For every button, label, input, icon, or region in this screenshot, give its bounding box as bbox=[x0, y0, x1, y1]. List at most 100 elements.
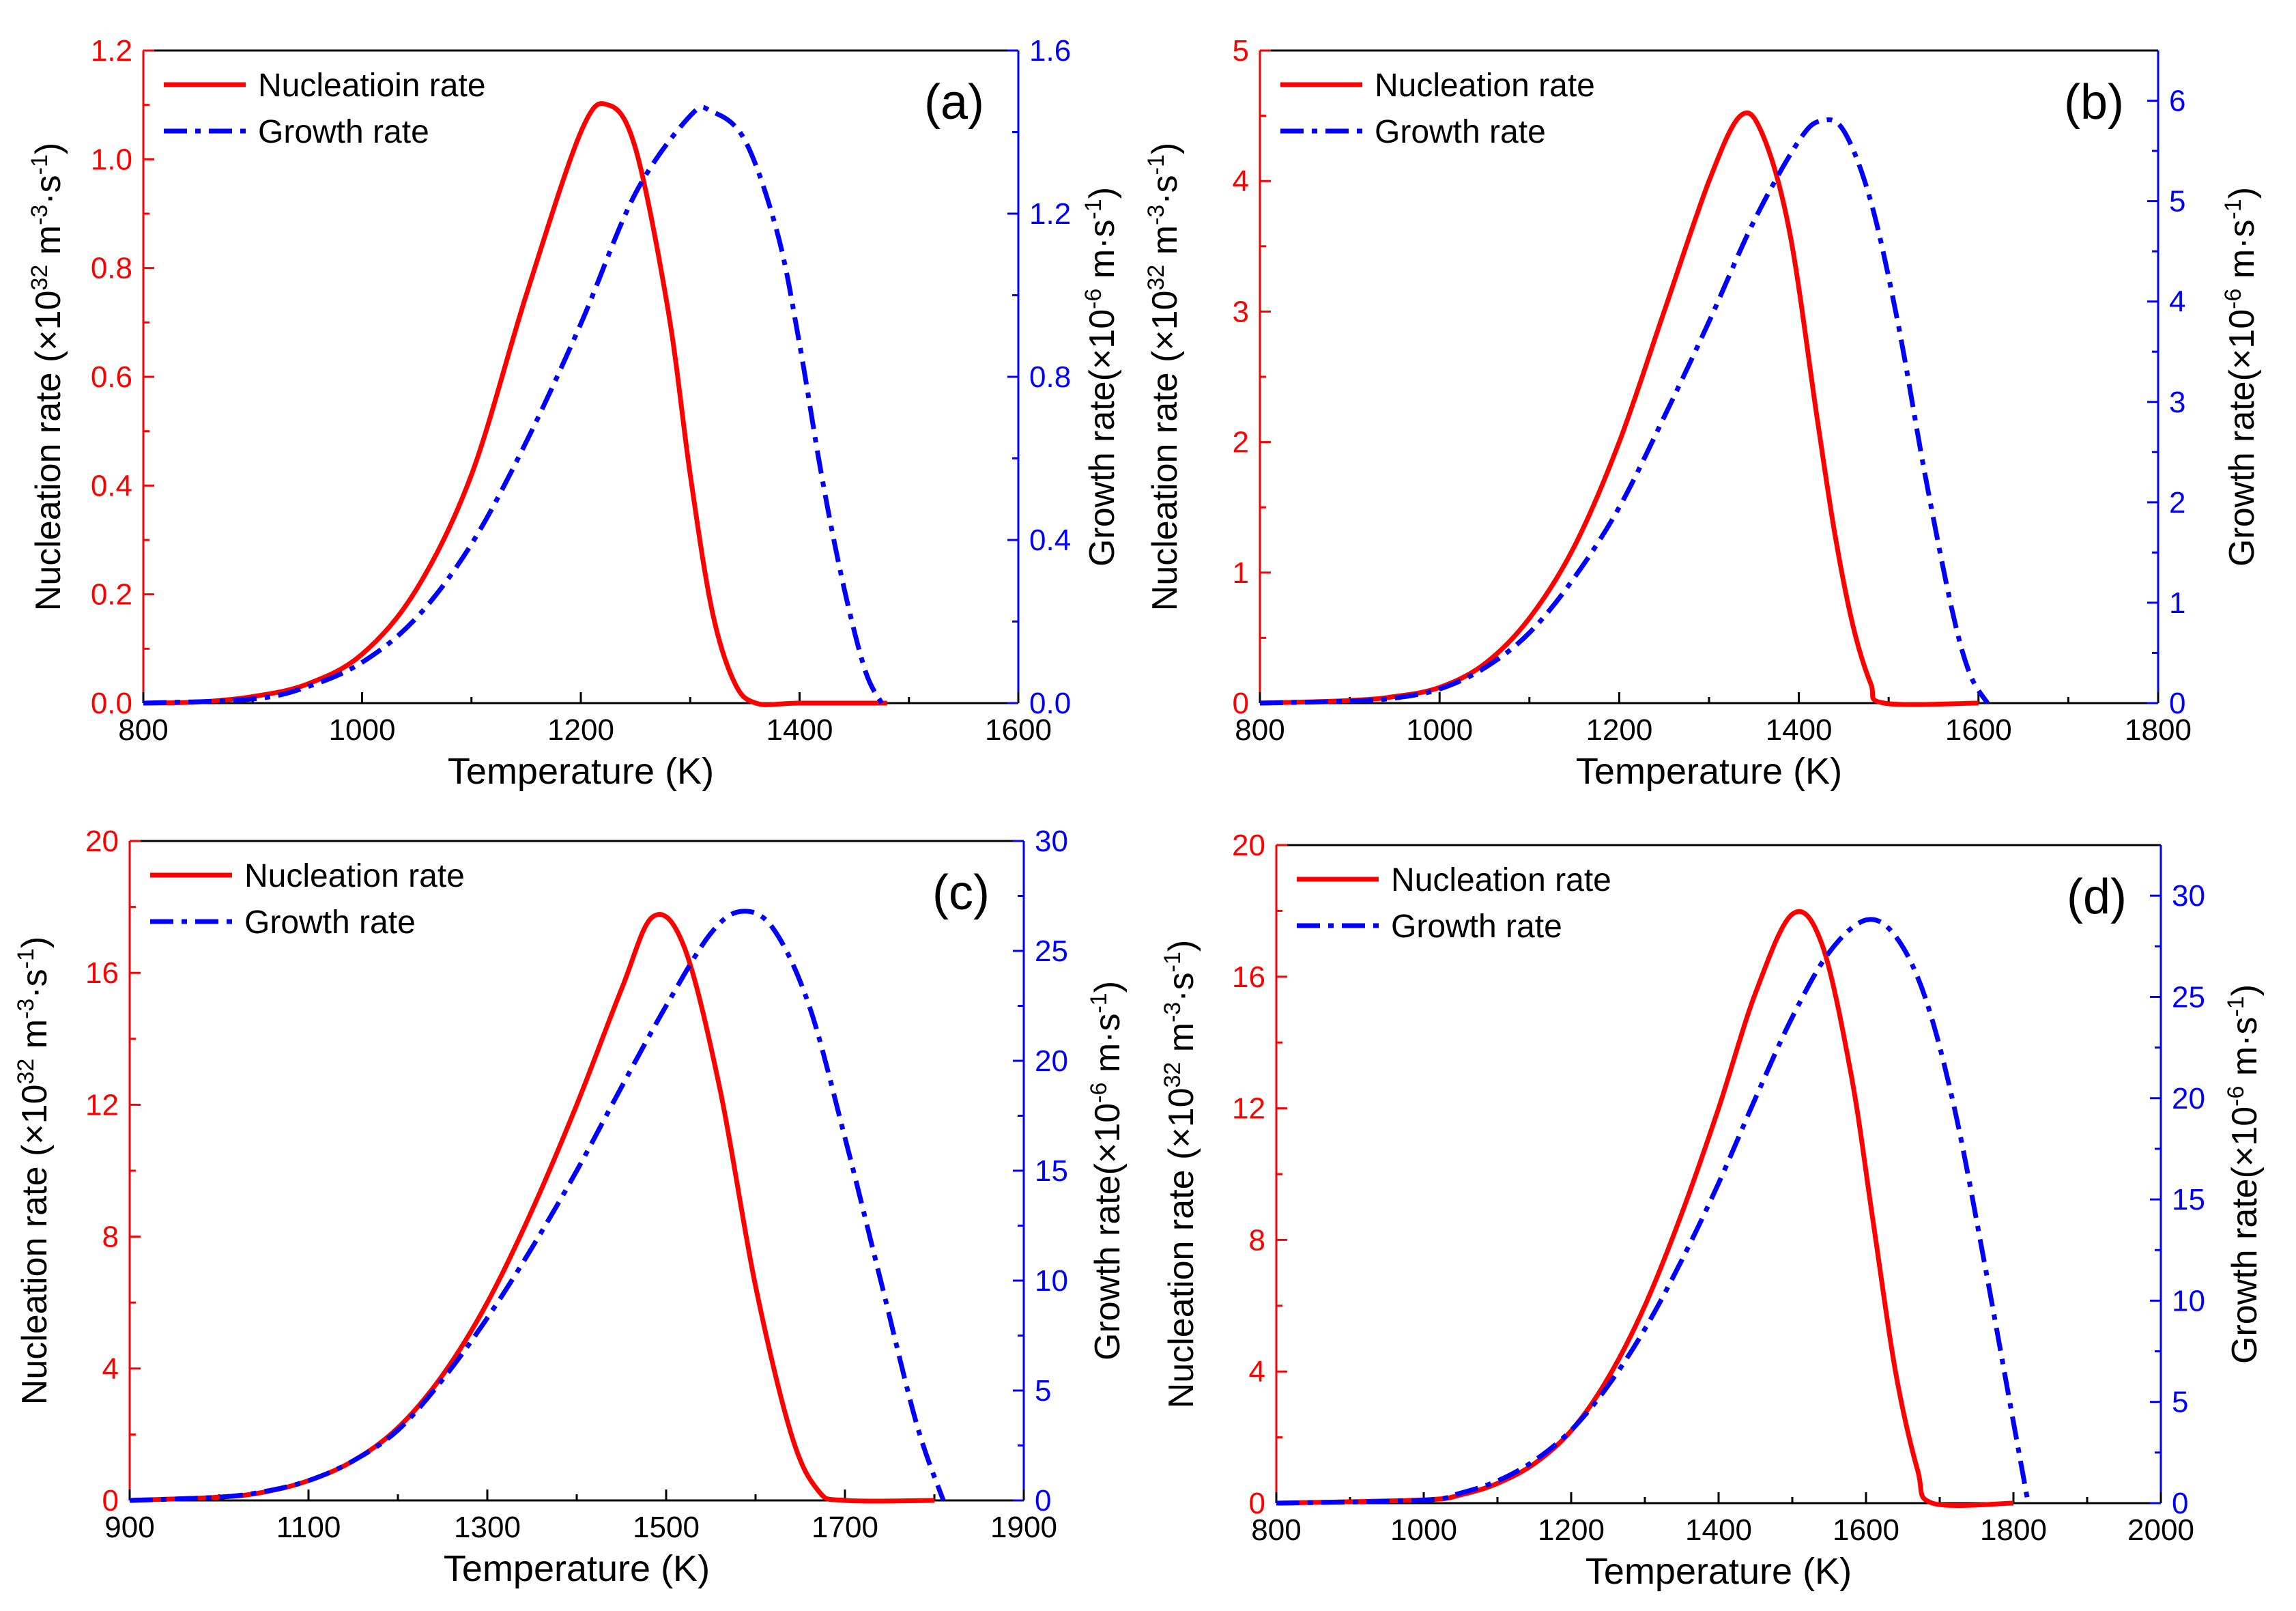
x-tick-label: 1500 bbox=[633, 1511, 700, 1544]
right-y-tick-label: 25 bbox=[1035, 935, 1068, 968]
panel-a: 800 1000 1200 1400 16000.00.20.40.60.81.01.2… bbox=[27, 34, 1122, 792]
left-y-tick-label: 0.4 bbox=[91, 469, 132, 502]
left-y-tick-label: 0 bbox=[1233, 687, 1249, 720]
x-tick-label: 800 bbox=[1251, 1513, 1301, 1547]
right-y-tick-label: 0 bbox=[2172, 1487, 2188, 1520]
left-y-axis-title-part: ) bbox=[1162, 940, 1201, 952]
x-tick-label: 1000 bbox=[1390, 1513, 1457, 1547]
legend-label-growth: Growth rate bbox=[258, 114, 429, 150]
left-y-tick-label: 20 bbox=[1232, 829, 1265, 862]
panel-b: 800 1000 1200 1400 1600 18000123450123456Temp… bbox=[1143, 34, 2262, 792]
left-y-tick-label: 2 bbox=[1233, 426, 1249, 459]
left-y-axis-title-part: ·s bbox=[15, 969, 55, 998]
left-y-axis-title: Nucleation rate (×1032 m-3·s-1) bbox=[13, 937, 55, 1405]
legend-label-growth: Growth rate bbox=[1391, 909, 1562, 945]
left-y-tick-label: 1.2 bbox=[91, 34, 132, 68]
x-tick-label: 1800 bbox=[1980, 1513, 2047, 1547]
x-tick-label: 1900 bbox=[990, 1511, 1057, 1544]
right-y-axis-title: Growth rate(×10-6 m·s-1) bbox=[1080, 187, 1122, 567]
left-y-tick-label: 0.2 bbox=[91, 578, 132, 612]
left-y-tick-label: 4 bbox=[102, 1352, 119, 1386]
left-y-tick-label: 1 bbox=[1233, 556, 1249, 590]
right-y-axis-title-part: ) bbox=[2225, 984, 2265, 996]
left-y-axis-title-part: 32 bbox=[1160, 1062, 1186, 1088]
right-y-tick-label: 15 bbox=[1035, 1154, 1068, 1188]
right-y-tick-label: 0 bbox=[2169, 687, 2185, 720]
right-y-tick-label: 0.8 bbox=[1029, 360, 1071, 394]
legend-label-nucleation: Nucleation rate bbox=[1391, 862, 1611, 898]
left-y-axis-title: Nucleation rate (×1032 m-3·s-1) bbox=[27, 143, 68, 611]
left-y-axis-title-part: -1 bbox=[27, 154, 53, 175]
left-y-tick-label: 0 bbox=[1249, 1487, 1265, 1520]
right-y-axis-title-part: ) bbox=[1082, 187, 1122, 199]
left-y-tick-label: 16 bbox=[1232, 960, 1265, 994]
x-tick-label: 2000 bbox=[2127, 1513, 2194, 1547]
panel-label: (c) bbox=[932, 866, 990, 920]
left-y-tick-label: 4 bbox=[1233, 165, 1249, 198]
right-y-tick-label: 15 bbox=[2172, 1183, 2205, 1216]
x-axis-title: Temperature (K) bbox=[448, 751, 714, 792]
right-y-axis-title-part: Growth rate(×10 bbox=[2222, 309, 2262, 567]
left-y-axis-title-part: ) bbox=[1145, 143, 1185, 154]
left-y-tick-label: 4 bbox=[1249, 1355, 1265, 1388]
x-tick-label: 1200 bbox=[1585, 713, 1652, 747]
right-y-tick-label: 2 bbox=[2169, 486, 2185, 519]
right-y-tick-label: 0.0 bbox=[1029, 687, 1071, 720]
x-tick-label: 1600 bbox=[985, 713, 1052, 747]
panel-d: 800 1000 1200 1400 1600 1800 20000481216200510… bbox=[1160, 829, 2265, 1592]
right-y-axis-title-part: -6 bbox=[1080, 289, 1106, 309]
left-y-tick-label: 8 bbox=[102, 1221, 119, 1254]
left-y-tick-label: 0.8 bbox=[91, 252, 132, 285]
left-y-tick-label: 0.0 bbox=[91, 687, 132, 720]
right-y-tick-label: 1.2 bbox=[1029, 197, 1071, 231]
right-y-axis-title-part: m·s bbox=[1082, 220, 1122, 289]
right-y-axis-title-part: ) bbox=[2222, 187, 2262, 199]
left-y-tick-label: 5 bbox=[1233, 34, 1249, 68]
x-tick-label: 800 bbox=[118, 713, 168, 747]
growth-rate-line bbox=[143, 104, 884, 706]
legend-label-growth: Growth rate bbox=[1375, 114, 1546, 150]
x-tick-label: 1000 bbox=[1406, 713, 1473, 747]
left-y-axis-title-part: Nucleation rate (×10 bbox=[29, 290, 68, 611]
nucleation-rate-line bbox=[143, 101, 887, 707]
growth-rate-line bbox=[1276, 917, 2031, 1506]
x-tick-label: 1800 bbox=[2125, 713, 2192, 747]
left-y-axis-title-part: Nucleation rate (×10 bbox=[1145, 290, 1185, 611]
x-tick-label: 1300 bbox=[454, 1511, 521, 1544]
right-y-tick-label: 10 bbox=[2172, 1284, 2205, 1317]
panel-c: 900 1100 1300 1500 1700 190004812162005101520… bbox=[13, 825, 1128, 1589]
x-tick-label: 1600 bbox=[1945, 713, 2012, 747]
nucleation-rate-line bbox=[1259, 110, 1979, 707]
left-y-tick-label: 12 bbox=[85, 1088, 119, 1122]
x-tick-label: 1600 bbox=[1833, 1513, 1899, 1547]
x-tick-label: 1400 bbox=[1766, 713, 1833, 747]
right-y-axis-title-part: -1 bbox=[2223, 996, 2249, 1016]
legend-label-nucleation: Nucleation rate bbox=[244, 858, 465, 894]
right-y-tick-label: 20 bbox=[1035, 1044, 1068, 1078]
right-y-axis-title-part: -1 bbox=[2220, 199, 2246, 219]
right-y-axis-title-part: -1 bbox=[1080, 199, 1106, 219]
x-tick-label: 900 bbox=[104, 1511, 154, 1544]
growth-rate-line bbox=[1259, 117, 1990, 706]
right-y-axis-title-part: Growth rate(×10 bbox=[2225, 1107, 2265, 1364]
x-tick-label: 1200 bbox=[1538, 1513, 1605, 1547]
right-y-tick-label: 1.6 bbox=[1029, 34, 1071, 68]
panel-label: (b) bbox=[2064, 75, 2124, 130]
nucleation-rate-line bbox=[1276, 909, 2014, 1509]
x-tick-label: 1100 bbox=[276, 1511, 341, 1544]
right-y-tick-label: 30 bbox=[2172, 879, 2205, 913]
right-y-tick-label: 25 bbox=[2172, 980, 2205, 1014]
right-y-tick-label: 3 bbox=[2169, 386, 2185, 419]
right-y-tick-label: 30 bbox=[1035, 825, 1068, 858]
left-y-axis-title: Nucleation rate (×1032 m-3·s-1) bbox=[1160, 940, 1201, 1408]
left-y-axis-title-part: m bbox=[15, 1019, 55, 1059]
nucleation-rate-line bbox=[129, 912, 935, 1504]
left-y-axis-title-part: -3 bbox=[1143, 205, 1169, 225]
x-tick-label: 1400 bbox=[1685, 1513, 1752, 1547]
panel-label: (a) bbox=[924, 75, 984, 130]
right-y-axis-title: Growth rate(×10-6 m·s-1) bbox=[1086, 981, 1128, 1360]
x-tick-label: 1700 bbox=[812, 1511, 878, 1544]
right-y-axis-title-part: Growth rate(×10 bbox=[1088, 1103, 1128, 1360]
right-y-axis-title-part: -6 bbox=[1086, 1083, 1112, 1103]
